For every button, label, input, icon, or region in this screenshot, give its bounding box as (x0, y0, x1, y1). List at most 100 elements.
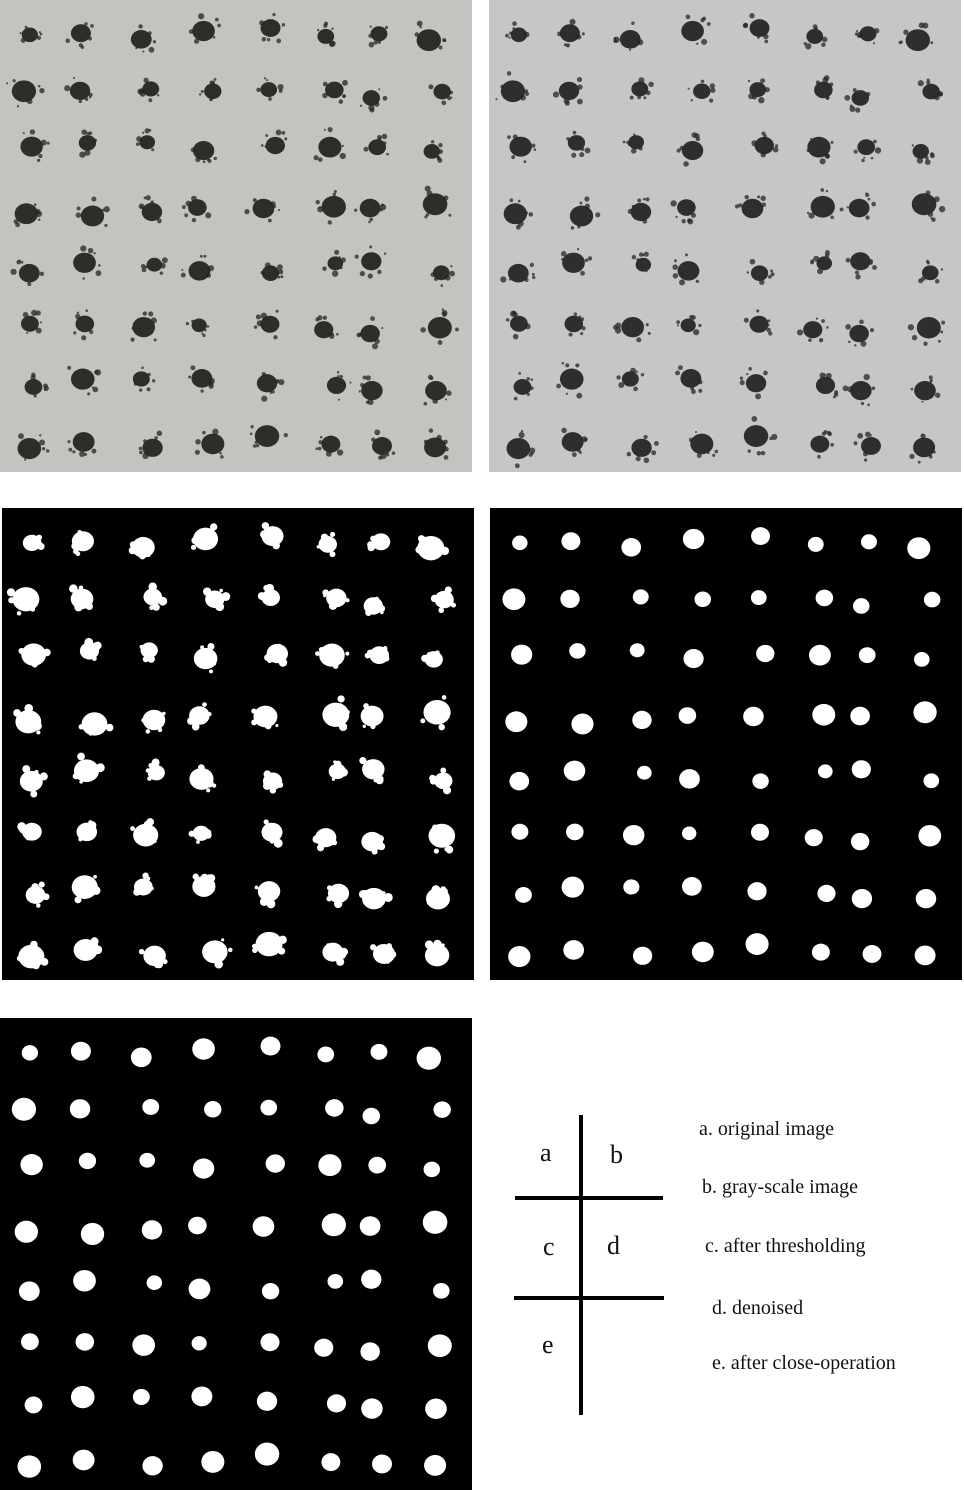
panel-e-dot (261, 1282, 280, 1300)
panel-c-dot (315, 643, 350, 669)
panel-b-dot (552, 77, 583, 106)
panel-c-dot (17, 822, 42, 841)
panel-c-dot (257, 583, 280, 606)
panel-e-dot (70, 1041, 91, 1061)
panel-d-dot (750, 590, 767, 606)
panel-c-dot (252, 931, 287, 957)
panel-d-dot (850, 706, 870, 726)
panel-e-dot (368, 1156, 387, 1174)
panel-b-dot (507, 134, 537, 164)
panel-d-dot (913, 701, 937, 724)
panel-a-dot (430, 264, 455, 287)
panel-c-dot (326, 883, 350, 909)
panel-a-dot (135, 128, 156, 152)
caption-e: e. after close-operation (712, 1352, 896, 1374)
panel-b-dot (803, 24, 828, 50)
panel-b-dot (560, 248, 593, 276)
panel-b-dot (751, 131, 779, 158)
panel-d-dot (743, 706, 764, 727)
panel-e-dot (325, 1099, 344, 1117)
panel-a-dot (256, 77, 284, 101)
panel-b-dot (675, 365, 703, 395)
panel-e-dot (132, 1334, 156, 1356)
panel-c-dot (192, 873, 216, 897)
panel-b-dot (500, 262, 536, 283)
panel-b-dot (810, 429, 834, 459)
panel-e-closed-image (0, 1018, 472, 1490)
panel-c-canvas (2, 508, 474, 980)
panel-a-dot (253, 309, 280, 340)
panel-c-dot (251, 705, 279, 730)
panel-e-dot (20, 1154, 43, 1176)
panel-c-dot (364, 646, 390, 665)
panel-e-dot (327, 1273, 344, 1289)
panel-b-canvas (489, 0, 961, 472)
panel-c-dot (361, 831, 386, 855)
panel-e-dot (141, 1220, 163, 1240)
panel-c-thresholded-image (2, 508, 474, 980)
panel-a-dot (194, 428, 225, 459)
panel-e-dot (318, 1154, 342, 1177)
panel-d-dot (621, 537, 642, 557)
panel-e-dot (321, 1213, 346, 1237)
panel-c-dot (264, 643, 288, 667)
panel-c-dot (328, 760, 348, 781)
panel-c-dot (254, 881, 281, 909)
caption-c: c. after thresholding (705, 1235, 866, 1257)
panel-b-dot (845, 252, 877, 280)
panel-c-dot (71, 874, 101, 904)
panel-a-dot (368, 25, 389, 48)
panel-b-dot (613, 21, 644, 51)
panel-a-dot (316, 21, 336, 48)
panel-b-dot (918, 259, 944, 284)
panel-d-dot (691, 941, 714, 963)
panel-d-dot (850, 832, 870, 851)
panel-e-dot (75, 1333, 95, 1351)
panel-c-dot (262, 770, 284, 794)
panel-c-dot (143, 582, 168, 611)
panel-e-dot (201, 1450, 225, 1473)
panel-a-dot (314, 315, 339, 339)
panel-e-dot (314, 1338, 334, 1357)
panel-e-dot (317, 1046, 335, 1063)
panel-b-dot (569, 196, 601, 230)
panel-d-dot (851, 888, 873, 909)
panel-e-dot (422, 1210, 448, 1234)
panel-a-dot (358, 375, 383, 406)
panel-d-dot (561, 532, 581, 551)
panel-a-dot (188, 13, 221, 44)
panel-c-dot (360, 703, 384, 730)
panel-c-dot (367, 533, 391, 552)
panel-e-dot (78, 1152, 97, 1170)
panel-d-dot (915, 889, 937, 909)
panel-d-dot (681, 877, 702, 896)
key-letter-e: e (542, 1330, 554, 1359)
panel-d-dot (563, 760, 586, 781)
panel-b-dot (676, 132, 704, 167)
key-letter-c: c (543, 1232, 555, 1261)
panel-a-dot (73, 309, 95, 341)
panel-b-dot (681, 14, 711, 45)
panel-b-dot (629, 77, 654, 100)
key-vertical-line (579, 1115, 583, 1415)
panel-a-dot (24, 372, 49, 398)
panel-d-dot (623, 879, 640, 895)
panel-a-dot (322, 79, 348, 104)
panel-e-dot (70, 1385, 95, 1409)
panel-e-dot (192, 1158, 215, 1179)
panel-b-dot (670, 199, 696, 225)
panel-c-dot (322, 942, 349, 966)
panel-e-dot (359, 1216, 381, 1236)
panel-c-dot (187, 702, 212, 731)
panel-c-dot (6, 587, 40, 616)
panel-c-dot (130, 818, 159, 847)
panel-d-dot (502, 588, 526, 611)
panel-a-dot (67, 432, 97, 458)
panel-a-dot (73, 245, 102, 280)
panel-c-dot (128, 536, 155, 560)
panel-b-dot (622, 133, 645, 154)
panel-d-dot (632, 946, 653, 965)
panel-d-dot (751, 527, 770, 545)
panel-a-dot (138, 430, 163, 460)
panel-a-dot (132, 366, 156, 392)
